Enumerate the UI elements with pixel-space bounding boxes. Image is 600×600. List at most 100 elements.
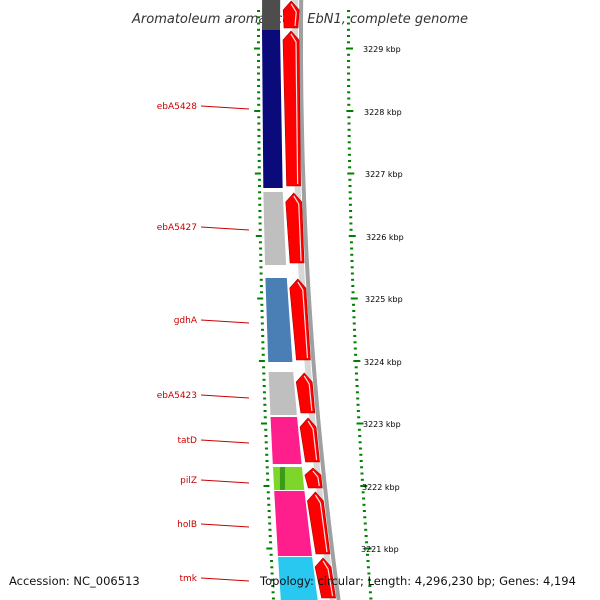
inner-minor-tick bbox=[257, 16, 261, 19]
inner-major-tick bbox=[254, 172, 261, 175]
outer-major-tick bbox=[353, 360, 361, 362]
inner-minor-tick bbox=[257, 103, 261, 106]
outer-minor-tick bbox=[349, 228, 353, 231]
outer-minor-tick bbox=[360, 472, 364, 475]
inner-major-tick bbox=[263, 485, 270, 487]
kbp-tick-label: 3228 kbp bbox=[364, 108, 402, 117]
outer-minor-tick bbox=[347, 153, 351, 156]
gene-label: ebA5427 bbox=[157, 223, 197, 233]
inner-minor-tick bbox=[257, 128, 261, 131]
inner-minor-tick bbox=[261, 341, 265, 344]
outer-minor-tick bbox=[353, 328, 357, 331]
outer-minor-tick bbox=[354, 353, 358, 356]
inner-minor-tick bbox=[267, 510, 271, 512]
outer-minor-tick bbox=[349, 222, 353, 225]
gene-label: ebA5423 bbox=[157, 391, 197, 401]
inner-minor-tick bbox=[261, 347, 265, 350]
outer-minor-tick bbox=[347, 116, 351, 119]
outer-major-tick bbox=[346, 47, 354, 50]
outer-minor-tick bbox=[351, 285, 355, 287]
inner-minor-tick bbox=[260, 316, 264, 319]
outer-minor-tick bbox=[362, 510, 366, 512]
outer-minor-tick bbox=[350, 272, 354, 275]
inner-minor-tick bbox=[260, 291, 264, 294]
inner-minor-tick bbox=[268, 522, 272, 525]
outer-minor-tick bbox=[347, 141, 351, 144]
gene-track bbox=[262, 0, 318, 600]
gene-leader-line bbox=[200, 105, 250, 110]
inner-major-tick bbox=[261, 422, 268, 425]
outer-minor-tick bbox=[349, 216, 353, 219]
outer-minor-tick bbox=[354, 366, 358, 369]
inner-minor-tick bbox=[259, 253, 263, 256]
inner-minor-tick bbox=[264, 447, 268, 450]
strand-arrow bbox=[304, 467, 323, 489]
inner-minor-tick bbox=[257, 97, 261, 100]
inner-minor-tick bbox=[260, 310, 264, 312]
outer-minor-tick bbox=[364, 535, 368, 537]
inner-minor-tick bbox=[268, 535, 272, 537]
gene-block bbox=[274, 491, 312, 556]
inner-minor-tick bbox=[261, 353, 265, 356]
outer-minor-tick bbox=[347, 85, 351, 87]
inner-minor-tick bbox=[257, 135, 261, 137]
inner-minor-tick bbox=[258, 241, 262, 244]
outer-minor-tick bbox=[356, 403, 360, 406]
outer-minor-tick bbox=[361, 491, 365, 494]
outer-minor-tick bbox=[358, 441, 362, 444]
inner-minor-tick bbox=[261, 328, 265, 331]
outer-minor-tick bbox=[349, 210, 353, 212]
outer-minor-tick bbox=[357, 428, 361, 431]
outer-minor-tick bbox=[348, 197, 352, 200]
inner-minor-tick bbox=[271, 591, 275, 594]
gene-label: gdhA bbox=[174, 316, 198, 326]
inner-minor-tick bbox=[257, 153, 261, 156]
inner-minor-tick bbox=[257, 122, 261, 125]
inner-minor-tick bbox=[257, 60, 261, 62]
inner-minor-tick bbox=[269, 553, 273, 556]
kbp-tick-label: 3229 kbp bbox=[363, 45, 401, 54]
inner-major-tick bbox=[254, 110, 261, 112]
kbp-tick-label: 3222 kbp bbox=[362, 483, 400, 492]
inner-minor-tick bbox=[267, 503, 271, 506]
inner-minor-tick bbox=[262, 372, 266, 375]
strand-arrow-highlight bbox=[297, 281, 309, 359]
accession-text: Accession: NC_006513 bbox=[9, 574, 140, 588]
strand-arrow bbox=[307, 491, 331, 555]
outer-major-tick bbox=[346, 110, 354, 112]
kbp-tick-label: 3225 kbp bbox=[365, 295, 403, 304]
outer-major-tick bbox=[348, 235, 356, 237]
outer-minor-tick bbox=[353, 347, 357, 350]
outer-minor-tick bbox=[347, 16, 351, 19]
inner-minor-tick bbox=[262, 385, 266, 387]
outer-minor-tick bbox=[347, 91, 351, 94]
strand-arrow bbox=[295, 372, 316, 414]
inner-minor-tick bbox=[271, 597, 275, 600]
inner-minor-tick bbox=[265, 460, 269, 462]
outer-minor-tick bbox=[359, 460, 363, 462]
outer-minor-tick bbox=[347, 53, 351, 56]
inner-minor-tick bbox=[260, 303, 264, 306]
outer-minor-tick bbox=[347, 22, 351, 25]
inner-minor-tick bbox=[257, 28, 261, 31]
outer-minor-tick bbox=[368, 591, 372, 594]
outer-minor-tick bbox=[355, 391, 359, 394]
inner-minor-tick bbox=[257, 41, 261, 44]
outer-minor-tick bbox=[366, 566, 370, 569]
outer-minor-tick bbox=[366, 560, 370, 562]
outer-minor-tick bbox=[347, 28, 351, 31]
inner-minor-tick bbox=[262, 391, 266, 394]
outer-minor-tick bbox=[369, 597, 373, 600]
inner-minor-tick bbox=[257, 66, 261, 69]
gene-leader-line bbox=[200, 226, 250, 231]
strand-arrow bbox=[289, 278, 311, 361]
outer-minor-tick bbox=[351, 278, 355, 281]
inner-major-tick bbox=[258, 360, 265, 362]
inner-minor-tick bbox=[268, 528, 272, 531]
outer-minor-tick bbox=[347, 72, 351, 75]
outer-minor-tick bbox=[360, 478, 364, 481]
outer-minor-tick bbox=[365, 541, 369, 544]
gene-leader-line bbox=[200, 523, 250, 528]
inner-minor-tick bbox=[263, 397, 267, 400]
